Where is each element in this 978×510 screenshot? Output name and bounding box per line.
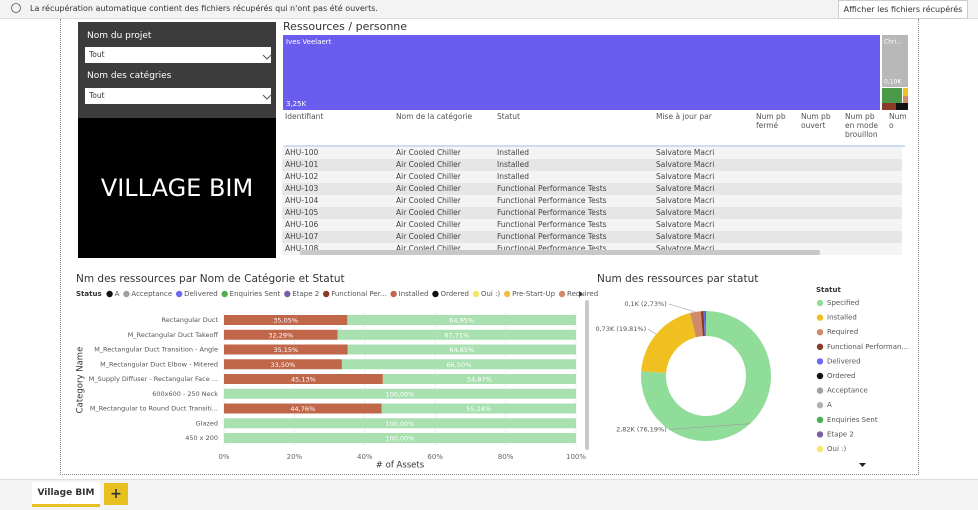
table-cell: Installed [497,159,529,171]
column-header: Nom de la catégorie [396,112,496,121]
table-row: AHU-107 Air Cooled Chiller Functional Perf… [282,231,902,243]
slicer-value: Tout [89,50,105,59]
column-header: Num pb en mode brouillon [845,112,885,139]
table-cell: Salvatore Macri [656,219,714,231]
table-cell: Air Cooled Chiller [396,159,461,171]
table-cell: AHU-100 [285,147,318,159]
table-cell: Air Cooled Chiller [396,219,461,231]
table-cell: AHU-102 [285,171,318,183]
slicer-label: Nom du projet [87,31,151,41]
table-row: AHU-106 Air Cooled Chiller Functional Perf… [282,219,902,231]
table-cell: Salvatore Macri [656,207,714,219]
table-cell: Air Cooled Chiller [396,195,461,207]
column-header: Identifiant [285,112,385,121]
table-cell: AHU-107 [285,231,318,243]
table-cell: Salvatore Macri [656,147,714,159]
table-row: AHU-108 Air Cooled Chiller Functional Perf… [282,243,902,255]
table-row: AHU-100 Air Cooled Chiller Installed Salvat… [282,147,902,159]
column-header: Mise à jour par [656,112,751,121]
table-row: AHU-104 Air Cooled Chiller Functional Perf… [282,195,902,207]
table-cell: Salvatore Macri [656,231,714,243]
table-cell: Installed [497,171,529,183]
table-cell: AHU-108 [285,243,318,255]
table-row: AHU-103 Air Cooled Chiller Functional Perf… [282,183,902,195]
notification-message: La récupération automatique contient des… [30,0,378,18]
table-row: AHU-101 Air Cooled Chiller Installed Salvat… [282,159,902,171]
table-cell: AHU-101 [285,159,318,171]
column-header: Num pb o [889,112,906,130]
column-header: Statut [497,112,647,121]
recover-button[interactable]: Afficher les fichiers récupérés [838,0,968,19]
column-header: Num pb fermé [756,112,796,130]
table-cell: Salvatore Macri [656,183,714,195]
table-cell: Functional Performance Tests [497,231,607,243]
slicer-label: Nom des catégries [87,71,171,81]
table-cell: AHU-106 [285,219,318,231]
table-cell: Air Cooled Chiller [396,171,461,183]
slicer-dropdown[interactable]: Tout [85,47,271,63]
page-tab[interactable]: Village BIM [32,482,100,507]
table-cell: Functional Performance Tests [497,219,607,231]
table-cell: Air Cooled Chiller [396,183,461,195]
slicer-dropdown[interactable]: Tout [85,88,271,104]
add-page-button[interactable]: + [104,483,128,505]
notification-bar: La récupération automatique contient des… [0,0,978,19]
table-cell: AHU-104 [285,195,318,207]
table-cell: Functional Performance Tests [497,243,607,255]
table-cell: Salvatore Macri [656,159,714,171]
slicer-value: Tout [89,91,105,100]
table-cell: Air Cooled Chiller [396,231,461,243]
table-cell: Air Cooled Chiller [396,207,461,219]
table-cell: Functional Performance Tests [497,195,607,207]
table-cell: Salvatore Macri [656,243,714,255]
table-cell: Salvatore Macri [656,171,714,183]
table-row: AHU-105 Air Cooled Chiller Functional Perf… [282,207,902,219]
logo: VILLAGE BIM [78,118,276,258]
table-cell: AHU-103 [285,183,318,195]
tab-bar: Village BIM + [0,479,978,510]
table-cell: Salvatore Macri [656,195,714,207]
table-cell: AHU-105 [285,207,318,219]
table-cell: Functional Performance Tests [497,183,607,195]
table-cell: Installed [497,147,529,159]
slicer-panel: Nom du projet Tout Nom des catégries Tou… [78,22,276,118]
table-cell: Air Cooled Chiller [396,243,461,255]
column-header: Num pb ouvert [801,112,841,130]
table-cell: Air Cooled Chiller [396,147,461,159]
table-cell: Functional Performance Tests [497,207,607,219]
table-row: AHU-102 Air Cooled Chiller Installed Salvat… [282,171,902,183]
